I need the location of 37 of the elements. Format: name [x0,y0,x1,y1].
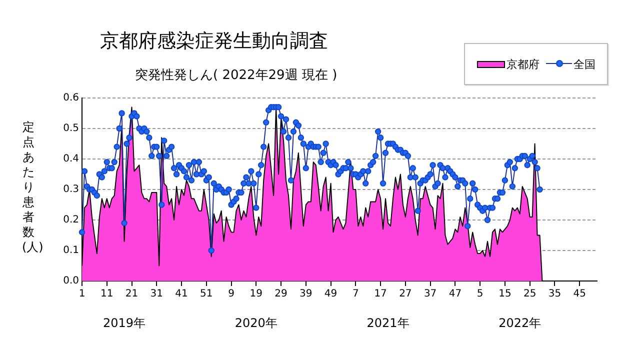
x-tick-label: 47 [448,288,462,300]
x-tick-label: 35 [548,288,562,300]
y-tick-label: 0.3 [63,184,79,196]
text: 2020年 [234,315,278,332]
x-tick-label: 39 [300,288,312,300]
x-tick-label: 9 [228,288,234,300]
x-tick-label: 11 [100,288,114,300]
x-tick-label: 7 [352,288,359,300]
legend-label: 全国 [574,56,596,72]
x-tick-label: 15 [498,288,512,300]
x-tick-label: 5 [476,288,484,300]
text: 2019年 [103,315,146,332]
x-tick-label: 31 [150,288,164,300]
chart-title: 京都府感染症発生動向調査 [100,29,328,54]
y-tick-label: 0.2 [63,214,79,226]
x-tick-label: 19 [250,288,263,300]
x-tick-label: 37 [424,288,437,300]
x-tick-label: 25 [523,288,536,300]
text: 2021年 [366,315,410,332]
x-tick-label: 1 [78,288,86,300]
x-tick-label: 17 [374,288,387,300]
text: 定点あたり患者数(人) [22,120,44,254]
x-tick-label: 21 [125,288,138,300]
y-tick-label: 0.4 [63,154,79,165]
x-tick-label: 49 [324,288,338,300]
y-tick-label: 0.5 [63,123,79,134]
x-tick-label: 41 [175,288,188,300]
x-tick-label: 27 [399,288,412,300]
y-tick-label: 0.0 [63,276,79,287]
x-tick-label: 29 [274,288,288,300]
y-tick-label: 0.6 [63,92,79,104]
legend-label: 京都府 [506,56,540,72]
x-tick-label: 51 [200,288,213,300]
chart-subtitle: 突発性発しん( 2022年29週 現在 ) [135,67,338,84]
y-tick-label: 0.1 [63,245,79,256]
x-tick-label: 45 [573,288,586,300]
text: 2022年 [498,315,542,332]
